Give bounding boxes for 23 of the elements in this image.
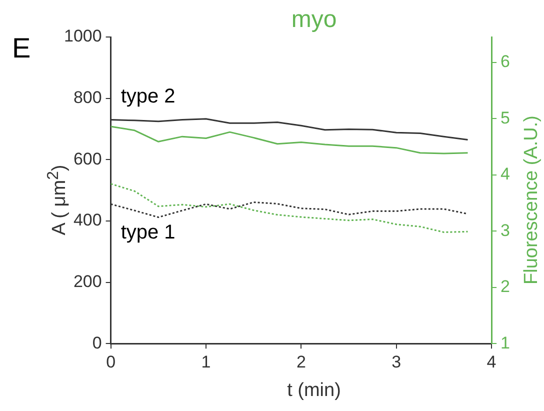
y2-tick-label: 4 (500, 164, 510, 184)
y2-tick-label: 1 (500, 333, 510, 352)
x-tick-label: 1 (201, 352, 211, 372)
y2-tick-label: 2 (500, 277, 510, 296)
y-tick-label: 600 (73, 149, 102, 168)
y-tick-label: 0 (92, 333, 102, 352)
annotation: type 2 (120, 86, 176, 108)
y2-tick-label: 3 (500, 220, 510, 240)
x-tick-label: 2 (296, 352, 306, 372)
y-tick-label: 400 (73, 210, 102, 230)
y2-tick-label: 6 (500, 52, 510, 72)
y-tick-label: 200 (73, 272, 102, 291)
x-tick-label: 3 (392, 352, 402, 372)
x-tick-label: 4 (486, 352, 496, 372)
x-axis-title: t (min) (286, 380, 342, 402)
text: E (12, 32, 31, 64)
y-tick-label: 800 (73, 88, 102, 108)
chart-title: myo (290, 6, 338, 34)
annotation: type 1 (120, 222, 176, 244)
x-tick-label: 0 (106, 352, 116, 372)
y2-tick-label: 5 (500, 108, 510, 128)
y-tick-label: 1000 (64, 26, 102, 46)
y2-axis-title: Fluorescence (A.U.) (521, 116, 543, 284)
